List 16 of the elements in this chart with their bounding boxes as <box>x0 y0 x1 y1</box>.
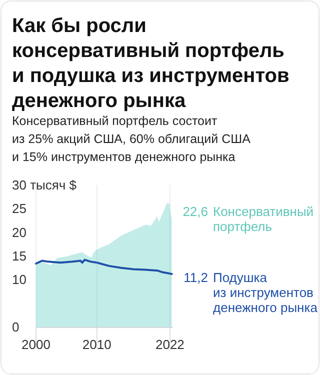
line-series <box>35 258 173 275</box>
chart-title: Как бы росли консервативный портфель и подушка из инструментов денежного рынка <box>12 15 290 112</box>
x-tick-label: 2022 <box>155 337 184 352</box>
y-tick-label: 10 <box>12 272 26 288</box>
y-tick-label: 0 <box>12 320 20 334</box>
x-tick-label: 2000 <box>22 337 50 352</box>
data-label: 22,6 <box>182 204 208 220</box>
y-tick-label: 30 тысяч $ <box>12 178 78 192</box>
data-label: 11,2 <box>184 270 208 285</box>
text: Консервативный портфель <box>213 204 314 234</box>
x-tick-label: 2010 <box>82 337 112 352</box>
y-tick-label: 25 <box>12 201 26 216</box>
y-tick-label: 20 <box>12 224 26 240</box>
y-tick-label: 15 <box>12 248 26 264</box>
chart-subtitle: Консервативный портфель состоит из 25% акций США, 60% облигаций США и 15% инструментов денежного рынка <box>12 114 252 164</box>
text: Подушка из инструментов денежного рынка <box>213 270 318 315</box>
